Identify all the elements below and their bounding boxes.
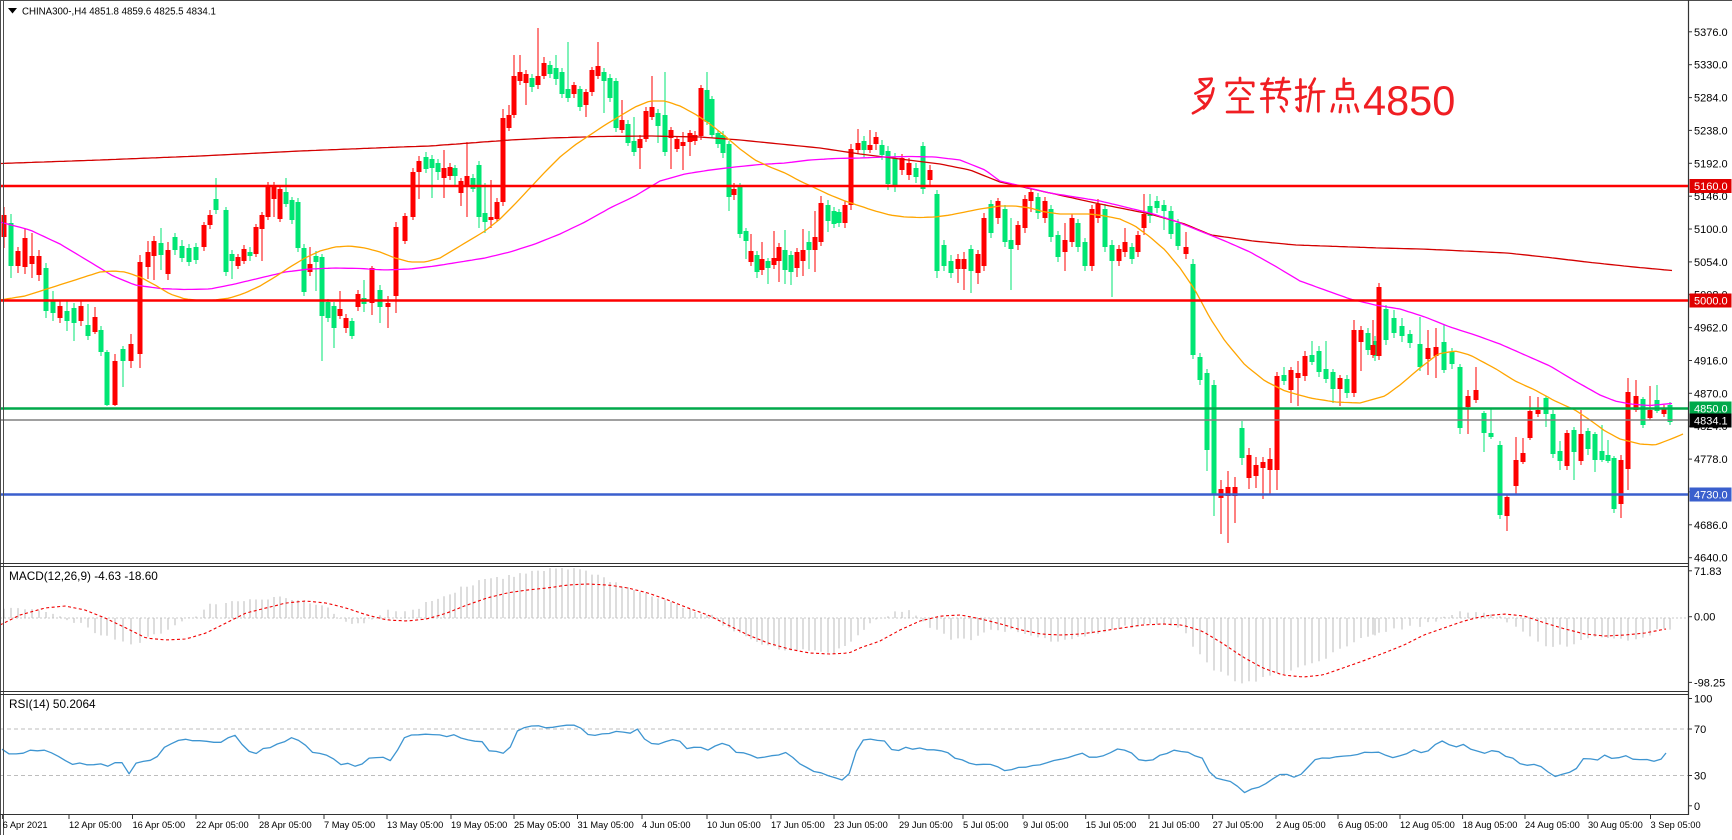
svg-text:24 Aug 05:00: 24 Aug 05:00	[1525, 820, 1580, 830]
svg-text:5000.0: 5000.0	[1694, 296, 1728, 308]
svg-text:22 Apr 05:00: 22 Apr 05:00	[196, 820, 249, 830]
svg-text:29 Jun 05:00: 29 Jun 05:00	[899, 820, 953, 830]
svg-text:28 Apr 05:00: 28 Apr 05:00	[259, 820, 312, 830]
svg-text:12 Aug 05:00: 12 Aug 05:00	[1400, 820, 1455, 830]
svg-text:4 Jun 05:00: 4 Jun 05:00	[642, 820, 691, 830]
svg-text:7 May 05:00: 7 May 05:00	[324, 820, 375, 830]
svg-text:23 Jun 05:00: 23 Jun 05:00	[834, 820, 888, 830]
svg-text:5238.0: 5238.0	[1694, 125, 1728, 137]
svg-text:18 Aug 05:00: 18 Aug 05:00	[1463, 820, 1518, 830]
svg-text:3 Sep 05:00: 3 Sep 05:00	[1651, 820, 1701, 830]
svg-text:4834.1: 4834.1	[1694, 416, 1728, 428]
svg-text:4730.0: 4730.0	[1694, 490, 1728, 502]
svg-text:31 May 05:00: 31 May 05:00	[578, 820, 634, 830]
svg-text:10 Jun 05:00: 10 Jun 05:00	[707, 820, 761, 830]
svg-text:13 May 05:00: 13 May 05:00	[387, 820, 443, 830]
svg-text:30: 30	[1694, 771, 1706, 783]
svg-text:5330.0: 5330.0	[1694, 60, 1728, 72]
svg-text:0: 0	[1694, 801, 1700, 813]
svg-text:19 May 05:00: 19 May 05:00	[451, 820, 507, 830]
svg-text:CHINA300-,H4 4851.8 4859.6 48: CHINA300-,H4 4851.8 4859.6 4825.5 4834.1	[22, 7, 216, 18]
svg-text:70: 70	[1694, 724, 1706, 736]
svg-text:9 Jul 05:00: 9 Jul 05:00	[1023, 820, 1069, 830]
svg-text:5376.0: 5376.0	[1694, 27, 1728, 39]
svg-text:4686.0: 4686.0	[1694, 520, 1728, 532]
svg-text:2 Aug 05:00: 2 Aug 05:00	[1276, 820, 1326, 830]
svg-text:5284.0: 5284.0	[1694, 93, 1728, 105]
svg-text:5160.0: 5160.0	[1694, 181, 1728, 193]
svg-text:6 Apr 2021: 6 Apr 2021	[3, 820, 48, 830]
svg-text:4916.0: 4916.0	[1694, 356, 1728, 368]
svg-text:0.00: 0.00	[1694, 612, 1715, 624]
svg-text:16 Apr 05:00: 16 Apr 05:00	[133, 820, 186, 830]
svg-text:30 Aug 05:00: 30 Aug 05:00	[1588, 820, 1643, 830]
svg-text:27 Jul 05:00: 27 Jul 05:00	[1213, 820, 1264, 830]
svg-text:4778.0: 4778.0	[1694, 454, 1728, 466]
svg-text:RSI(14) 50.2064: RSI(14) 50.2064	[9, 697, 96, 711]
svg-text:4640.0: 4640.0	[1694, 553, 1728, 565]
svg-text:100: 100	[1694, 694, 1712, 706]
svg-text:4850: 4850	[1363, 77, 1455, 124]
svg-text:5192.0: 5192.0	[1694, 158, 1728, 170]
svg-text:17 Jun 05:00: 17 Jun 05:00	[771, 820, 825, 830]
svg-text:5 Jul 05:00: 5 Jul 05:00	[963, 820, 1009, 830]
svg-text:5054.0: 5054.0	[1694, 257, 1728, 269]
svg-text:25 May 05:00: 25 May 05:00	[514, 820, 570, 830]
svg-text:5146.0: 5146.0	[1694, 191, 1728, 203]
svg-text:21 Jul 05:00: 21 Jul 05:00	[1149, 820, 1200, 830]
svg-text:MACD(12,26,9) -4.63 -18.60: MACD(12,26,9) -4.63 -18.60	[9, 569, 158, 583]
svg-text:15 Jul 05:00: 15 Jul 05:00	[1086, 820, 1137, 830]
svg-text:4962.0: 4962.0	[1694, 323, 1728, 335]
svg-text:4850.0: 4850.0	[1694, 404, 1728, 416]
svg-text:-98.25: -98.25	[1694, 677, 1725, 689]
svg-text:12 Apr 05:00: 12 Apr 05:00	[69, 820, 122, 830]
svg-text:5100.0: 5100.0	[1694, 224, 1728, 236]
svg-text:4870.0: 4870.0	[1694, 388, 1728, 400]
svg-text:6 Aug 05:00: 6 Aug 05:00	[1338, 820, 1388, 830]
svg-text:71.83: 71.83	[1694, 566, 1722, 578]
